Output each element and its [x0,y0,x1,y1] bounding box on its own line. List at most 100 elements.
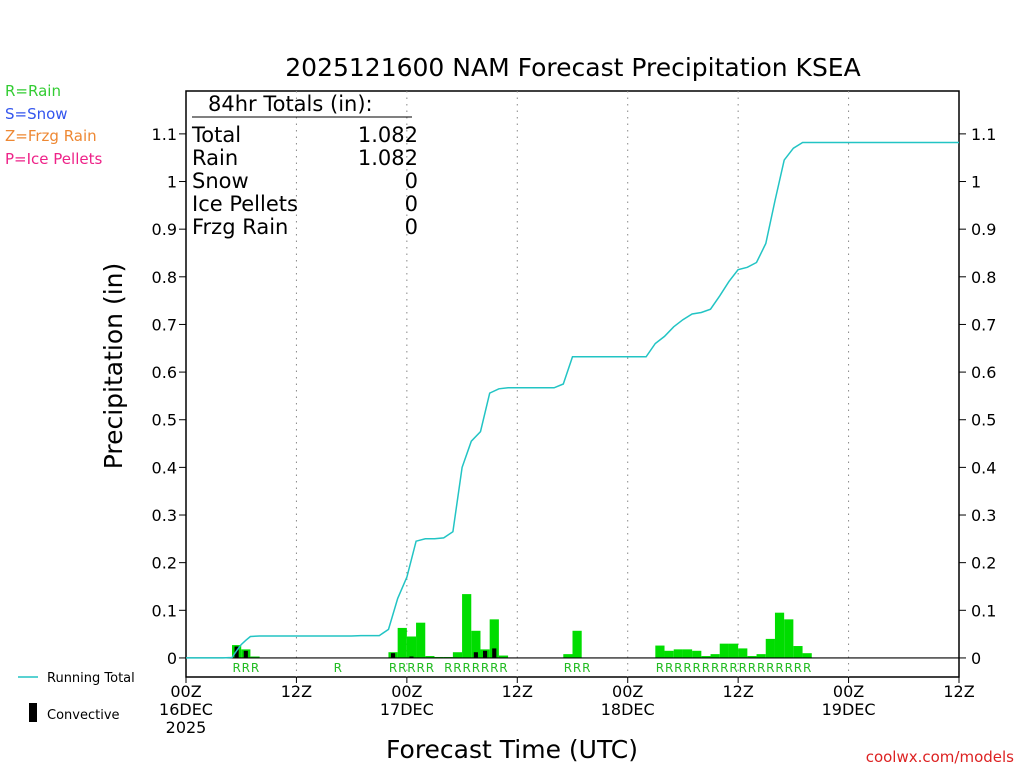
precip-bar [673,649,683,658]
precip-bar [397,627,407,658]
y-tick-label-right: 0.6 [971,363,996,382]
chart-title: 2025121600 NAM Forecast Precipitation KS… [285,53,860,82]
y-tick-label-left: 0.9 [152,220,177,239]
y-tick-label-left: 0.6 [152,363,177,382]
ptype-label: R [729,661,737,675]
precip-bar [489,619,499,658]
y-tick-label-right: 0.7 [971,315,996,334]
precip-bar [701,656,711,658]
x-tick-label: 00Z [833,682,864,701]
precip-bar [425,656,435,658]
convective-bar [243,650,248,658]
precip-bar [250,656,260,658]
ptype-label: R [453,661,461,675]
precip-bar [416,622,426,658]
ptype-label: R [573,661,581,675]
ptype-label: R [389,661,397,675]
y-axis-ticks: 0 00.1 0.10.2 0.20.3 0.30.4 0.40.5 0.50.6 0.60.… [152,125,997,668]
y-tick-label-right: 0.1 [971,601,996,620]
totals-label-frzg-rain: Frzg Rain [192,215,288,239]
y-tick-label-left: 0.7 [152,315,177,334]
ptype-label: R [757,661,765,675]
y-tick-label-right: 0.4 [971,458,996,477]
precip-bar [756,654,766,658]
totals-label-rain: Rain [192,146,238,170]
totals-value-frzg-rain: 0 [405,215,418,239]
precip-bar [774,612,785,658]
ptype-label: R [693,661,701,675]
ptype-label: R [748,661,756,675]
source-footer: coolwx.com/models [866,748,1014,766]
x-tick-label: 12Z [502,682,533,701]
ptype-label: R [444,661,452,675]
ptype-label: R [775,661,783,675]
precip-bar [784,619,794,658]
convective-bar [473,652,478,658]
precip-bar [719,643,729,658]
ptype-label: R [481,661,489,675]
totals-label-ice-pellets: Ice Pellets [192,192,298,216]
running-total-line [186,141,959,659]
totals-label-total: Total [191,123,241,147]
y-tick-label-left: 0.8 [152,268,177,287]
y-tick-label-right: 0 [971,649,981,668]
y-tick-label-right: 0.5 [971,411,996,430]
y-tick-label-left: 0.3 [152,506,177,525]
y-tick-label-left: 0.4 [152,458,177,477]
ptype-label: R [720,661,728,675]
y-tick-label-right: 0.9 [971,220,996,239]
plot-frame [185,90,960,678]
bottom-legend: Running Total Convective [18,671,135,723]
x-tick-label: 00Z [170,682,201,701]
totals-label-snow: Snow [192,169,249,193]
x-tick-label: 00Z [612,682,643,701]
ptype-label: R [472,661,480,675]
ptype-label: R [785,661,793,675]
running-total-line-group [186,141,959,659]
convective-legend-swatch [29,703,37,722]
precip-bar [452,652,463,658]
precip-bar [728,643,739,658]
ptype-label: R [582,661,590,675]
precip-bar [664,650,674,658]
ptype-label: R [683,661,691,675]
convective-bar [409,656,414,658]
running-total-legend-label: Running Total [47,671,135,686]
legend-snow: S=Snow [5,105,68,123]
y-tick-label-left: 1 [167,173,177,192]
x-tick-label: 12Z [943,682,974,701]
ptype-label: R [656,661,664,675]
x-tick-label: 12Z [722,682,753,701]
ptype-label: R [702,661,710,675]
precip-bar [462,594,472,658]
precip-bar [406,636,417,658]
ptype-label: R [426,661,434,675]
x-tick-label: 18DEC [601,700,655,719]
totals-value-ice-pellets: 0 [405,192,418,216]
totals-value-snow: 0 [405,169,418,193]
legend-ice-pellets: P=Ice Pellets [5,150,102,168]
precip-bar [710,654,720,658]
precip-bar [682,649,693,658]
totals-value-total: 1.082 [358,123,418,147]
vertical-gridlines [295,91,850,677]
precip-bar [563,654,573,658]
precip-bar [572,630,582,658]
precip-bar [765,638,775,658]
precip-bar [471,630,481,658]
totals-heading: 84hr Totals (in): [208,92,373,116]
ptype-label: R [564,661,572,675]
convective-legend-label: Convective [47,708,120,723]
convective-bar [234,646,239,658]
x-tick-label: 16DEC [159,700,213,719]
x-tick-label: 2025 [166,718,207,737]
precip-bar [655,645,665,658]
precip-bar [747,656,757,658]
precip-bar [498,655,509,658]
legend-frzg-rain: Z=Frzg Rain [5,127,97,145]
y-tick-label-left: 0 [167,649,177,668]
x-tick-label: 19DEC [822,700,876,719]
y-tick-label-left: 0.5 [152,411,177,430]
